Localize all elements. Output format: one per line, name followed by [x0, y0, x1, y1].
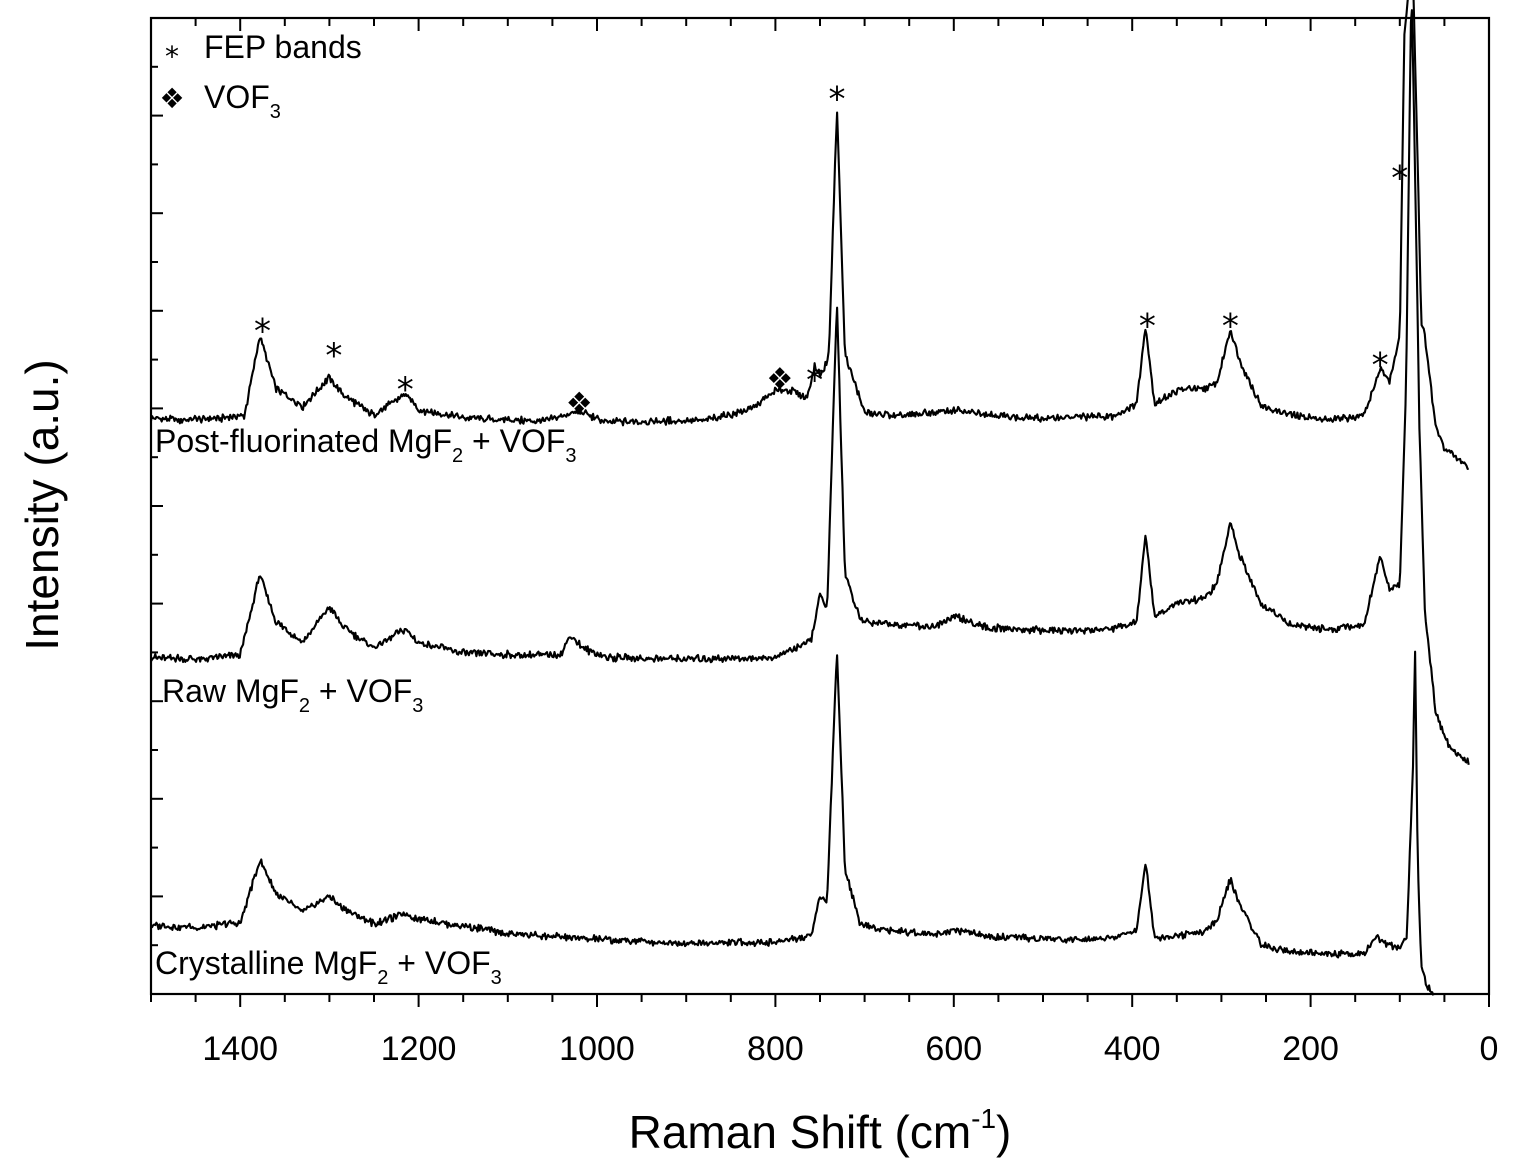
- series-label-subscript: 3: [491, 967, 502, 989]
- asterisk-marker: *: [1139, 307, 1156, 347]
- spectrum-line: [150, 9, 1470, 765]
- x-tick-label: 800: [747, 1030, 804, 1068]
- vof3-marker: ❖: [766, 362, 793, 397]
- x-tick-label: 1200: [381, 1030, 457, 1068]
- series-label: Crystalline MgF2 + VOF3: [155, 945, 502, 989]
- series-label: Raw MgF2 + VOF3: [162, 673, 423, 717]
- asterisk-marker: *: [254, 312, 271, 352]
- peak-markers: * * * ❖ ❖ * * * * * *: [254, 79, 1408, 421]
- legend-asterisk-symbol: *: [165, 40, 179, 73]
- series-label-text: Raw MgF: [162, 673, 299, 709]
- plot-border: [149, 16, 1491, 996]
- spectrum-line: [150, 650, 1435, 996]
- asterisk-marker: *: [397, 370, 414, 410]
- series-label-text: Crystalline MgF: [155, 945, 377, 981]
- x-tick-label: 600: [925, 1030, 982, 1068]
- legend-entry-label: VOF3: [204, 79, 281, 123]
- asterisk-marker: *: [828, 79, 845, 119]
- spectra: [149, 0, 1470, 996]
- x-tick-labels: 1400 1200 1000 800 600 400 200 0: [202, 1030, 1498, 1068]
- plot-frame: [149, 16, 1491, 996]
- series-label-subscript: 3: [412, 695, 423, 717]
- x-tick-label: 1000: [559, 1030, 635, 1068]
- series-label-text: + VOF: [388, 945, 490, 981]
- series-label: Post-fluorinated MgF2 + VOF3: [155, 423, 577, 467]
- y-axis-label: Intensity (a.u.): [16, 359, 68, 650]
- asterisk-marker: *: [1391, 158, 1408, 198]
- asterisk-marker: *: [1222, 307, 1239, 347]
- vof3-marker: ❖: [566, 387, 593, 422]
- legend-diamond-symbol: ❖: [159, 82, 184, 115]
- x-tick-label: 0: [1480, 1030, 1499, 1068]
- asterisk-marker: *: [1372, 346, 1389, 386]
- series-label-subscript: 2: [377, 967, 388, 989]
- axis-ticks: [150, 17, 1490, 1007]
- asterisk-marker: *: [806, 360, 823, 400]
- x-tick-label: 400: [1104, 1030, 1161, 1068]
- x-tick-label: 1400: [202, 1030, 278, 1068]
- asterisk-marker: *: [325, 336, 342, 376]
- x-axis-label: Raman Shift (cm-1): [629, 1103, 1012, 1158]
- spectrum-line: [149, 0, 1470, 470]
- series-label-subscript: 2: [452, 445, 463, 467]
- series-label-text: Post-fluorinated MgF: [155, 423, 452, 459]
- series-label-subscript: 2: [299, 695, 310, 717]
- legend: * FEP bands ❖ VOF3: [159, 29, 361, 123]
- x-tick-label: 200: [1282, 1030, 1339, 1068]
- legend-entry-label: FEP bands: [204, 29, 362, 65]
- series-label-text: + VOF: [310, 673, 412, 709]
- series-label-subscript: 3: [565, 445, 576, 467]
- series-label-text: + VOF: [463, 423, 565, 459]
